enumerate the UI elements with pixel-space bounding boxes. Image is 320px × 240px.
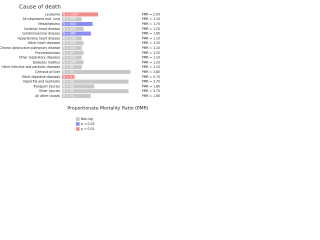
count-label: N = 90 — [63, 51, 74, 55]
bar — [62, 21, 93, 27]
count-label: N = 1200 — [63, 12, 78, 16]
legend-label: p < 0.05 — [81, 122, 94, 126]
count-label: N = 5 — [63, 75, 72, 79]
category-label: Cirrhosis of liver — [35, 70, 61, 74]
category-label: All neoplasms excl. lung — [23, 17, 60, 21]
value-label: PMR = 1.20 — [142, 51, 160, 55]
category-label: All other causes — [35, 94, 60, 98]
bar — [62, 41, 84, 46]
count-label: N = 70 — [63, 94, 74, 98]
bar — [62, 69, 131, 75]
count-label: N = 60 — [63, 84, 74, 88]
value-label: PMR = 1.20 — [142, 41, 160, 45]
legend-swatch — [76, 117, 80, 121]
value-label: PMR = 1.10 — [142, 36, 160, 40]
category-label: Other digestive diseases — [22, 75, 61, 79]
chart-title: Cause of death — [19, 5, 61, 11]
bar — [62, 79, 129, 84]
count-label: N = 350 — [63, 17, 76, 21]
category-label: Other heart diseases — [28, 41, 61, 45]
category-label: Pneumoconiosis — [35, 51, 60, 55]
value-label: PMR = 1.10 — [142, 65, 160, 69]
bar — [62, 31, 91, 36]
value-label: PMR = 1.10 — [142, 56, 160, 60]
category-label: Transport injuries — [32, 84, 60, 88]
value-label: PMR = 3.70 — [142, 89, 160, 93]
category-label: Nephritis and nephrosis — [23, 80, 60, 84]
bar — [62, 26, 84, 31]
value-label: PMR = 1.10 — [142, 46, 160, 50]
bar — [62, 74, 75, 79]
count-label: N = 80 — [63, 65, 74, 69]
value-label: PMR = 1.20 — [142, 27, 160, 31]
category-label: Ischemic heart disease — [24, 27, 60, 31]
value-label: PMR = 2.00 — [142, 12, 160, 16]
value-label: PMR = 0.70 — [142, 75, 160, 79]
value-label: PMR = 3.70 — [142, 80, 160, 84]
value-label: PMR = 1.60 — [142, 32, 160, 36]
count-label: N = 30 — [63, 80, 74, 84]
bar — [62, 12, 98, 17]
legend-swatch — [76, 127, 80, 131]
value-label: PMR = 1.10 — [142, 17, 160, 21]
bar — [62, 50, 84, 55]
count-label: N = 640 — [63, 22, 76, 26]
count-label: N = 410 — [63, 27, 76, 31]
value-label: PMR = 3.80 — [142, 70, 160, 74]
value-label: PMR = 1.70 — [142, 22, 160, 26]
category-label: Mesothelioma — [38, 22, 60, 26]
legend-label: Non-sig — [81, 117, 93, 121]
value-label: PMR = 1.80 — [142, 84, 160, 88]
count-label: N = 300 — [63, 41, 76, 45]
bar — [62, 17, 82, 22]
bar — [62, 60, 84, 65]
bar — [62, 36, 82, 41]
bar — [62, 55, 82, 60]
category-label: Hypertensive heart disease — [17, 36, 60, 40]
category-label: Other respiratory diseases — [19, 56, 60, 60]
legend-label: p < 0.01 — [81, 127, 94, 131]
bar — [62, 84, 95, 89]
count-label: N = 210 — [63, 56, 76, 60]
bar — [62, 89, 129, 94]
value-label: PMR = 1.60 — [142, 94, 160, 98]
count-label: N = 120 — [63, 46, 76, 50]
bar — [62, 93, 91, 99]
count-label: N = 260 — [63, 60, 76, 64]
category-label: Chronic obstructive pulmonary disease — [0, 46, 60, 50]
value-label: PMR = 1.20 — [142, 60, 160, 64]
bar — [62, 65, 82, 70]
category-label: Cerebrovascular disease — [22, 32, 60, 36]
chart: Cause of death Proportionate Mortality R… — [0, 5, 160, 132]
category-label: Leukemia — [45, 12, 60, 16]
category-label: Diabetes mellitus — [33, 60, 60, 64]
category-label: Other infective and parasitic diseases — [2, 65, 61, 69]
count-label: N = 25 — [63, 89, 74, 93]
count-label: N = 980 — [63, 32, 76, 36]
x-axis-label: Proportionate Mortality Ratio (PMR) — [67, 106, 148, 112]
category-label: Other injuries — [39, 89, 60, 93]
count-label: N = 150 — [63, 36, 76, 40]
bar — [62, 45, 82, 51]
count-label: N = 45 — [63, 70, 74, 74]
legend-swatch — [76, 122, 80, 126]
